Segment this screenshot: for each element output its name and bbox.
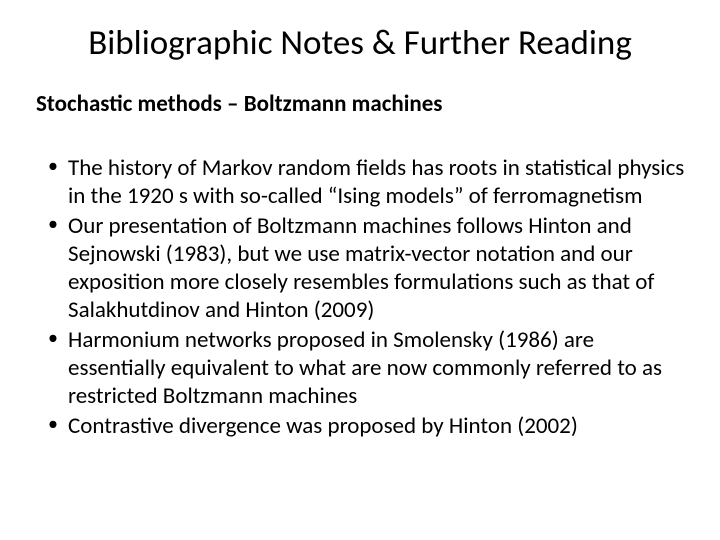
slide-title: Bibliographic Notes & Further Reading <box>34 22 686 64</box>
list-item: Our presentation of Boltzmann machines f… <box>68 212 686 324</box>
list-item: Contrastive divergence was proposed by H… <box>68 412 686 440</box>
slide: Bibliographic Notes & Further Reading St… <box>0 0 720 540</box>
list-item: The history of Markov random fields has … <box>68 154 686 210</box>
bullet-list: The history of Markov random fields has … <box>34 154 686 440</box>
list-item: Harmonium networks proposed in Smolensky… <box>68 326 686 410</box>
slide-subtitle: Stochastic methods – Boltzmann machines <box>34 90 686 118</box>
